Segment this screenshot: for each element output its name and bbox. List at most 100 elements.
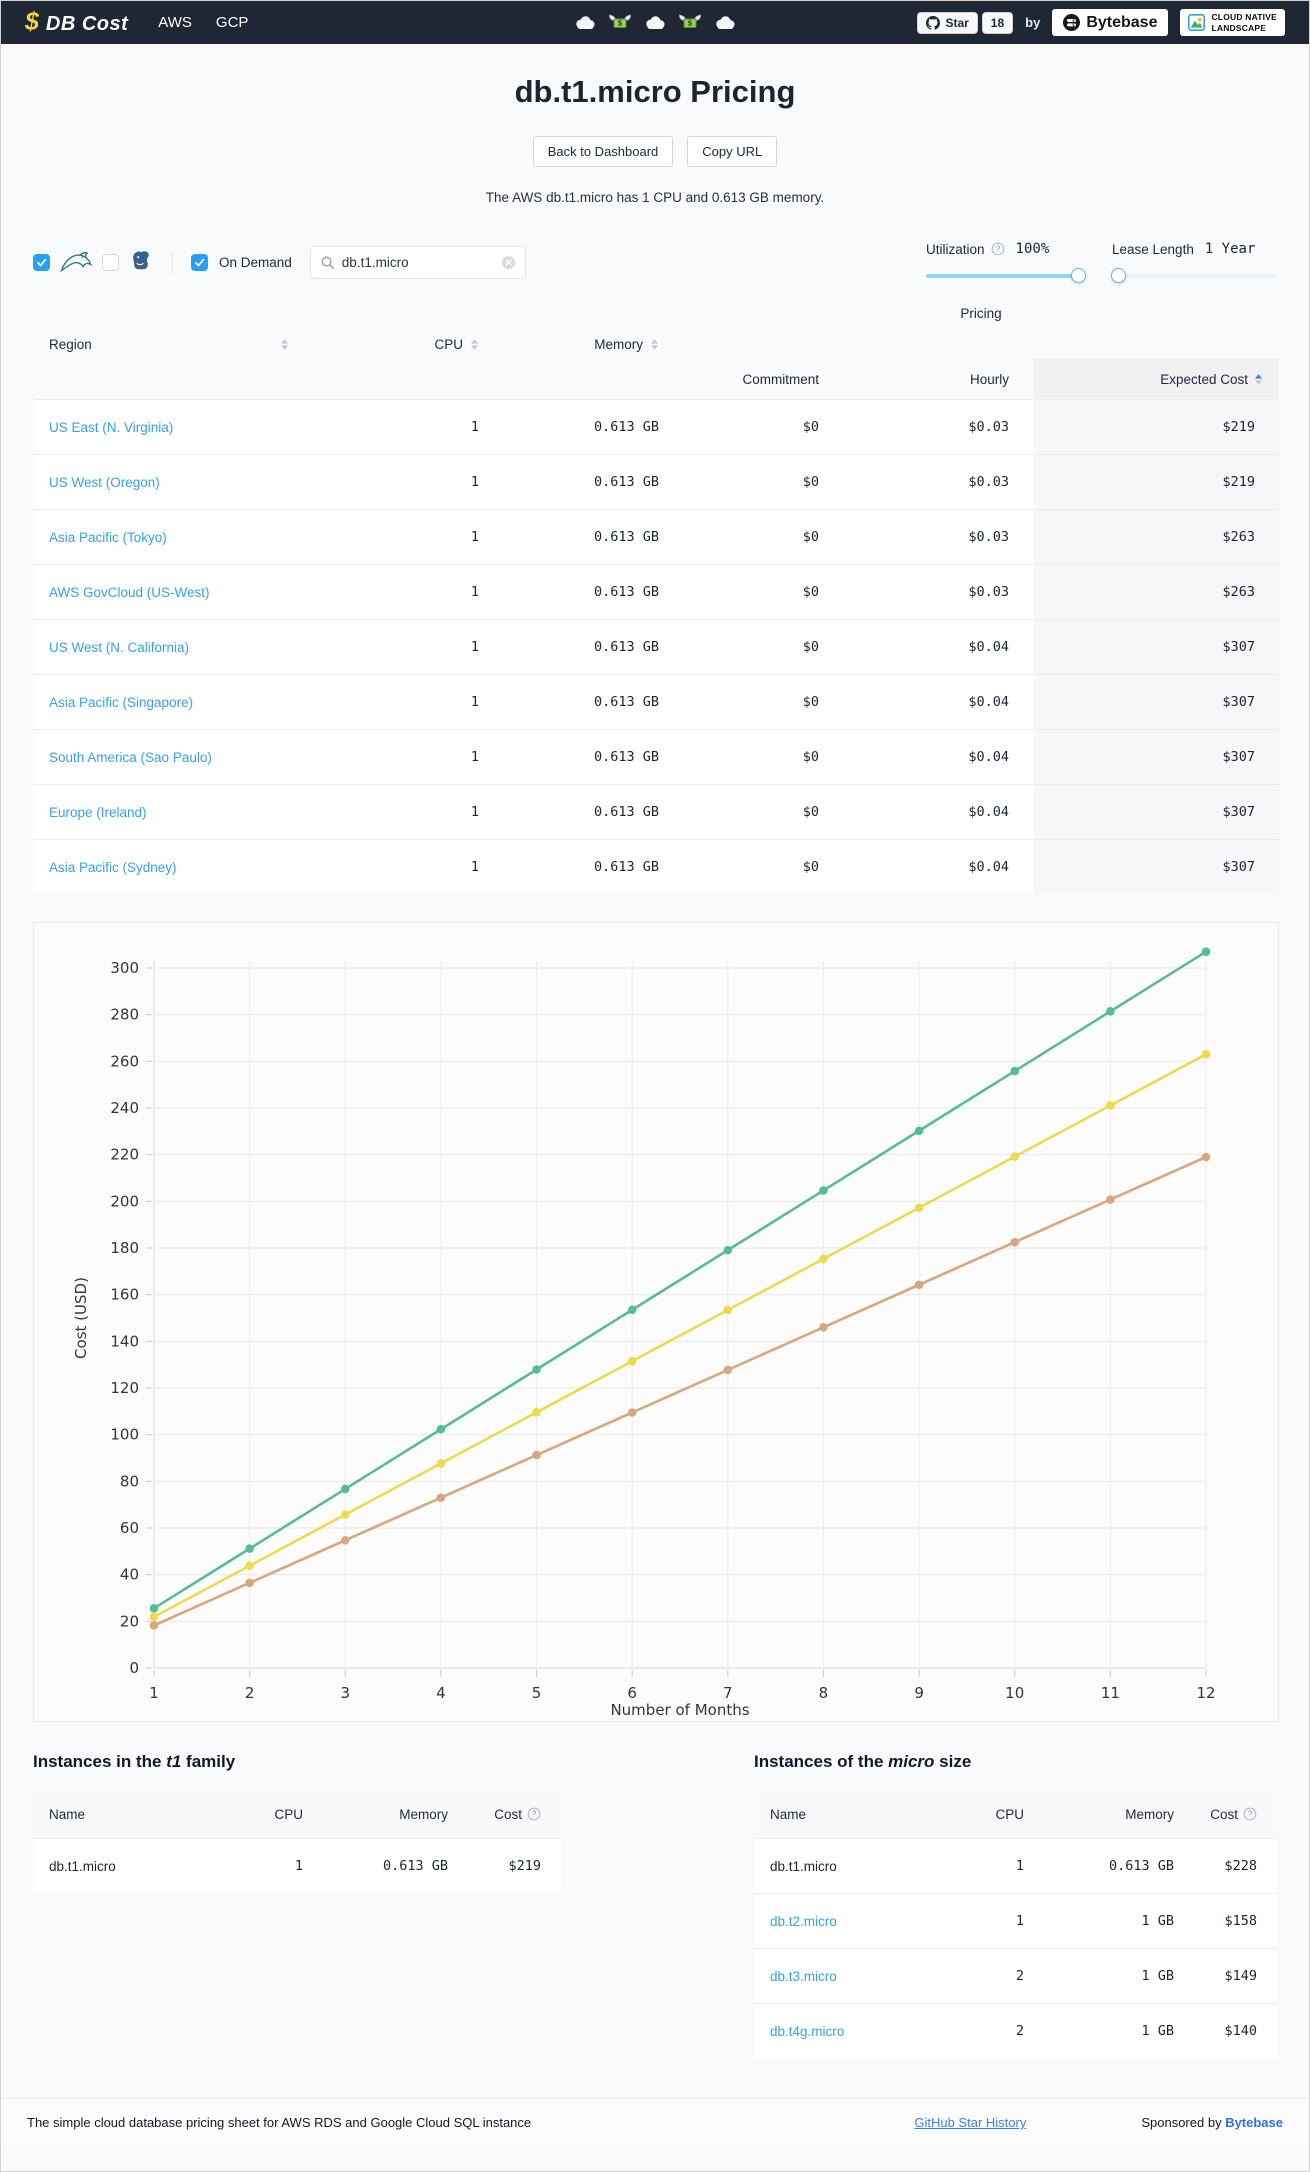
sort-icon[interactable] xyxy=(280,338,289,351)
svg-text:1: 1 xyxy=(149,1684,159,1702)
region-link[interactable]: Europe (Ireland) xyxy=(49,804,147,820)
svg-text:100: 100 xyxy=(110,1426,139,1444)
svg-text:0: 0 xyxy=(129,1659,139,1677)
svg-text:?: ? xyxy=(532,1810,537,1819)
cpu-cell: 2 xyxy=(1015,2023,1024,2039)
memory-cell: 1 GB xyxy=(1141,1968,1174,1984)
cpu-cell: 1 xyxy=(470,529,479,545)
pricing-row: Asia Pacific (Singapore) 1 0.613 GB $0 $0.04… xyxy=(33,674,1279,729)
family-table: Instances in the t1 family Name CPU Memo… xyxy=(33,1752,561,2058)
column-header-expected-cost[interactable]: Expected Cost xyxy=(1033,359,1279,399)
star-count-badge[interactable]: 18 xyxy=(981,11,1014,34)
instance-name-cell: db.t3.micro xyxy=(754,1969,939,1984)
cpu-cell: 1 xyxy=(470,804,479,820)
pricing-row: US West (N. California) 1 0.613 GB $0 $0.04 $… xyxy=(33,619,1279,674)
cost-cell: $149 xyxy=(1224,1968,1257,1984)
commitment-cell: $0 xyxy=(802,639,819,655)
region-link[interactable]: South America (Sao Paulo) xyxy=(49,749,212,765)
cost-line-chart: 0 20 40 60 80 100 120 140 160 180 200 220 240 260 280 3… xyxy=(72,947,1216,1719)
svg-text:$: $ xyxy=(617,18,622,27)
search-input[interactable] xyxy=(341,254,494,270)
col-name: Name xyxy=(49,1806,86,1822)
svg-text:160: 160 xyxy=(110,1286,139,1304)
sort-icon[interactable] xyxy=(650,338,659,351)
cost-chart-card: 0 20 40 60 80 100 120 140 160 180 200 220 240 260 280 3… xyxy=(33,922,1279,1722)
utilization-slider-knob[interactable] xyxy=(1071,268,1086,283)
copy-url-button[interactable]: Copy URL xyxy=(687,136,778,167)
region-cell: Europe (Ireland) xyxy=(33,805,303,820)
svg-text:120: 120 xyxy=(110,1379,139,1397)
col-memory: Memory xyxy=(1044,1807,1194,1822)
cloud-icon xyxy=(716,16,735,29)
instance-row: db.t3.micro 2 1 GB $149 xyxy=(754,1948,1277,2003)
hourly-cell: $0.04 xyxy=(968,749,1009,765)
instance-link[interactable]: db.t2.micro xyxy=(770,1913,837,1929)
cpu-cell: 1 xyxy=(470,474,479,490)
hourly-cell: $0.03 xyxy=(968,419,1009,435)
cost-cell: $140 xyxy=(1224,2023,1257,2039)
region-link[interactable]: Asia Pacific (Singapore) xyxy=(49,694,194,710)
column-header-memory[interactable]: Memory xyxy=(503,337,683,352)
help-icon[interactable]: ? xyxy=(1243,1807,1257,1821)
commitment-cell: $0 xyxy=(802,694,819,710)
on-demand-checkbox[interactable] xyxy=(191,253,208,271)
sort-icon-active[interactable] xyxy=(1254,373,1263,386)
bytebase-label: Bytebase xyxy=(1086,13,1158,31)
github-star-widget[interactable]: Star 18 xyxy=(917,11,1014,34)
nav-right: Star 18 by Bytebase CLOUD NATIVE LANDSCAP… xyxy=(917,9,1285,36)
column-header-hourly[interactable]: Hourly xyxy=(969,371,1009,387)
region-link[interactable]: US East (N. Virginia) xyxy=(49,419,174,435)
commitment-cell: $0 xyxy=(802,804,819,820)
bytebase-footer-link[interactable]: Bytebase xyxy=(1225,2115,1283,2130)
hourly-cell: $0.04 xyxy=(968,639,1009,655)
landscape-text: CLOUD NATIVE LANDSCAPE xyxy=(1211,11,1277,33)
region-link[interactable]: Asia Pacific (Sydney) xyxy=(49,859,177,875)
commitment-cell: $0 xyxy=(802,419,819,435)
svg-text:3: 3 xyxy=(340,1684,350,1702)
mysql-checkbox[interactable] xyxy=(33,253,50,271)
col-cost: Cost? xyxy=(1194,1807,1277,1822)
engine-filters: On Demand xyxy=(33,249,292,275)
github-star-history-link[interactable]: GitHub Star History xyxy=(914,2115,1027,2130)
instance-row: db.t1.micro 1 0.613 GB $228 xyxy=(754,1838,1277,1893)
svg-text:10: 10 xyxy=(1005,1684,1024,1702)
postgres-checkbox[interactable] xyxy=(102,253,119,271)
back-to-dashboard-button[interactable]: Back to Dashboard xyxy=(532,136,674,167)
lease-slider-knob[interactable] xyxy=(1111,268,1126,283)
region-link[interactable]: Asia Pacific (Tokyo) xyxy=(49,529,167,545)
nav-links: AWS GCP xyxy=(158,14,248,31)
instance-summary: The AWS db.t1.micro has 1 CPU and 0.613 … xyxy=(485,190,825,205)
github-star-button[interactable]: Star xyxy=(917,11,978,34)
memory-cell: 0.613 GB xyxy=(593,474,659,490)
column-header-region[interactable]: Region xyxy=(33,337,303,352)
sponsored-by: Sponsored by Bytebase xyxy=(1141,2115,1283,2130)
commitment-cell: $0 xyxy=(802,859,819,875)
bytebase-logo[interactable]: Bytebase xyxy=(1052,9,1169,36)
clear-search-icon[interactable] xyxy=(501,255,516,270)
commitment-cell: $0 xyxy=(802,749,819,765)
nav-link-gcp[interactable]: GCP xyxy=(215,14,249,31)
region-link[interactable]: AWS GovCloud (US-West) xyxy=(49,584,210,600)
svg-text:280: 280 xyxy=(110,1006,139,1024)
help-icon[interactable]: ? xyxy=(527,1807,541,1821)
region-link[interactable]: US West (N. California) xyxy=(49,639,190,655)
nav-link-aws[interactable]: AWS xyxy=(158,14,192,31)
instance-link[interactable]: db.t4g.micro xyxy=(770,2023,845,2039)
instance-link[interactable]: db.t3.micro xyxy=(770,1968,837,1984)
column-header-cpu[interactable]: CPU xyxy=(303,337,503,352)
cloud-native-landscape-badge[interactable]: CLOUD NATIVE LANDSCAPE xyxy=(1180,9,1285,36)
region-link[interactable]: US West (Oregon) xyxy=(49,474,160,490)
svg-text:9: 9 xyxy=(914,1684,924,1702)
utilization-slider[interactable] xyxy=(926,268,1086,283)
svg-text:260: 260 xyxy=(110,1052,139,1070)
lease-length-slider[interactable] xyxy=(1111,268,1277,283)
memory-cell: 1 GB xyxy=(1141,2023,1174,2039)
sort-icon[interactable] xyxy=(470,338,479,351)
action-buttons: Back to Dashboard Copy URL xyxy=(1,136,1309,167)
mysql-dolphin-icon xyxy=(60,252,93,273)
help-icon[interactable]: ? xyxy=(991,242,1005,256)
db-cost-logo[interactable]: $ DB Cost xyxy=(25,9,128,36)
memory-cell: 0.613 GB xyxy=(593,694,659,710)
column-header-commitment[interactable]: Commitment xyxy=(742,371,819,387)
size-table-header: Name CPU Memory Cost? xyxy=(754,1790,1277,1838)
